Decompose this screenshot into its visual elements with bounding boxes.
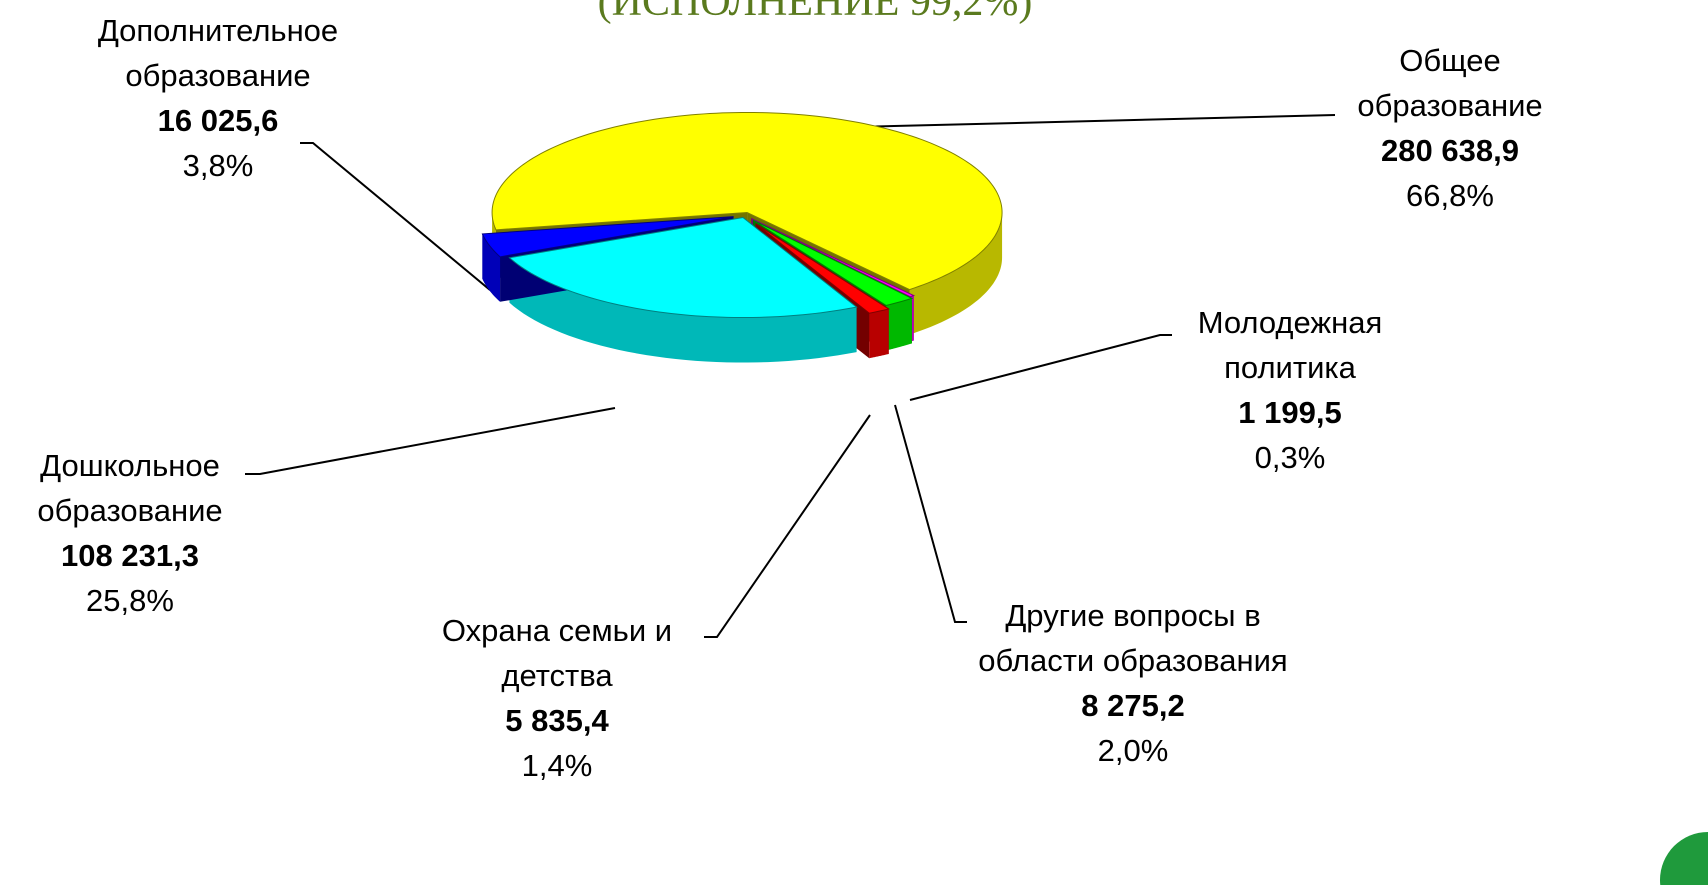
slice-side — [509, 257, 857, 363]
slice-side — [909, 212, 1003, 335]
slice — [755, 223, 890, 314]
pie-tops — [481, 111, 1003, 319]
slice — [491, 111, 1003, 291]
slice-label: Общее образование 280 638,9 66,8% — [1320, 38, 1580, 218]
percent-label: 66,8% — [1406, 178, 1494, 213]
percent-label: 1,4% — [521, 748, 593, 783]
slice — [751, 218, 916, 298]
percent-label: 25,8% — [86, 583, 174, 618]
decor-circle — [1660, 832, 1708, 885]
value-label: 16 025,6 — [157, 103, 279, 138]
leader-line — [854, 114, 1336, 128]
slice-label: Другие вопросы в области образования 8 27… — [963, 593, 1303, 773]
leader-line — [704, 414, 871, 638]
label-name: Охрана семьи и детства — [441, 613, 673, 693]
value-label: 108 231,3 — [61, 538, 199, 573]
value-label: 8 275,2 — [1081, 688, 1185, 723]
slice — [508, 217, 858, 319]
value-label: 1 199,5 — [1238, 395, 1342, 430]
leader-line — [894, 404, 967, 623]
leader-line — [245, 407, 616, 475]
percent-label: 0,3% — [1254, 440, 1326, 475]
value-label: 280 638,9 — [1381, 133, 1519, 168]
slice-side — [482, 233, 501, 302]
label-name: Дошкольное образование — [37, 448, 223, 528]
label-name: Общее образование — [1357, 43, 1543, 123]
label-name: Другие вопросы в области образования — [978, 598, 1288, 678]
slice-label: Дошкольное образование 108 231,3 25,8% — [0, 443, 260, 623]
slice-side — [886, 298, 912, 351]
percent-label: 2,0% — [1097, 733, 1169, 768]
slice-label: Молодежная политика 1 199,5 0,3% — [1160, 300, 1420, 480]
percent-label: 3,8% — [182, 148, 254, 183]
leader-line — [300, 142, 491, 291]
slice-side — [869, 308, 889, 359]
slice-label: Дополнительное образование 16 025,6 3,8% — [48, 8, 388, 188]
slice — [481, 216, 734, 258]
value-label: 5 835,4 — [505, 703, 609, 738]
label-name: Молодежная политика — [1197, 305, 1383, 385]
slice — [752, 219, 914, 307]
pie — [481, 111, 1003, 363]
label-name: Дополнительное образование — [97, 13, 339, 93]
slice-label: Охрана семьи и детства 5 835,4 1,4% — [402, 608, 712, 788]
chart-subtitle: (ИСПОЛНЕНИЕ 99,2%) — [597, 0, 1033, 25]
leader-line — [909, 334, 1172, 401]
